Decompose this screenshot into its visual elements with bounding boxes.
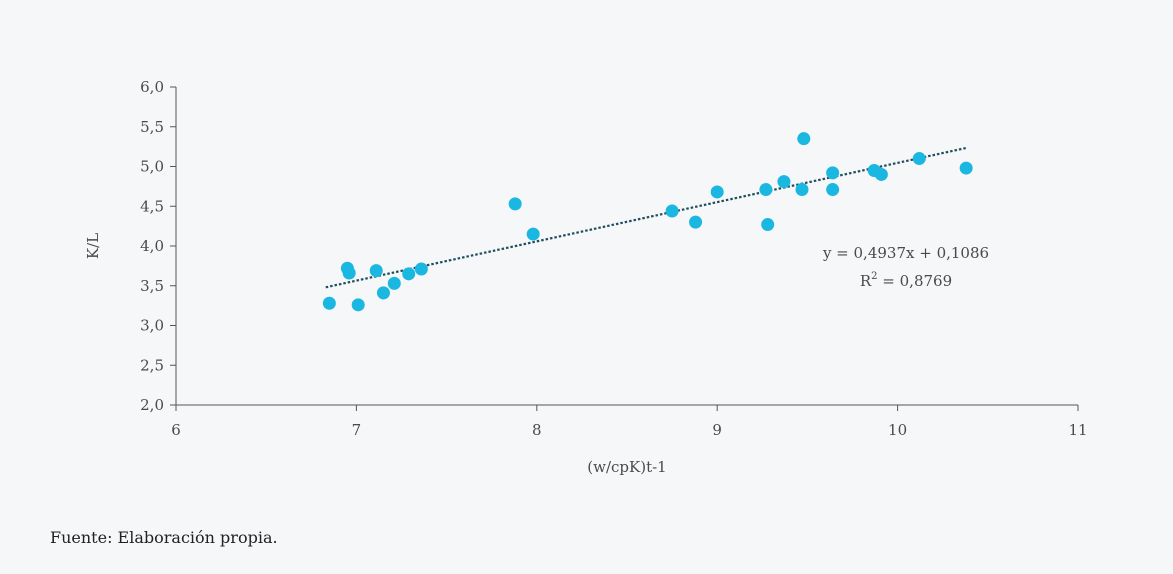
x-tick-label: 7: [352, 421, 362, 439]
y-tick-label: 5,5: [140, 118, 164, 136]
r-squared-value: = 0,8769: [878, 272, 953, 290]
data-point: [342, 266, 356, 280]
data-point: [402, 267, 416, 281]
trendline: [325, 146, 967, 289]
x-tick-label: 9: [712, 421, 722, 439]
data-point: [322, 296, 336, 310]
data-point: [777, 175, 791, 189]
data-point: [665, 204, 679, 218]
data-point: [826, 166, 840, 180]
r-squared-superscript: 2: [871, 271, 877, 282]
y-tick-label: 5,0: [140, 158, 164, 176]
x-tick-label: 11: [1068, 421, 1087, 439]
data-point: [526, 227, 540, 241]
axes: [170, 86, 1079, 411]
data-point: [351, 298, 365, 312]
data-point: [376, 286, 390, 300]
data-point: [797, 132, 811, 146]
y-axis-title: K/L: [84, 233, 102, 259]
y-tick-label: 4,0: [140, 237, 164, 255]
x-axis-title: (w/cpK)t-1: [587, 458, 666, 476]
trendline-equation: y = 0,4937x + 0,1086: [822, 244, 989, 262]
data-point: [369, 264, 383, 278]
trendline-group: [325, 146, 967, 289]
source-note: Fuente: Elaboración propia.: [50, 528, 278, 547]
y-tick-label: 3,5: [140, 277, 164, 295]
y-tick-label: 4,5: [140, 197, 164, 215]
data-point: [874, 167, 888, 181]
y-tick-label: 3,0: [140, 317, 164, 335]
tick-labels: 2,0 2,5 3,0 3,5 4,0 4,5 5,0 5,5 6,0 6 7 8 9 10 11: [140, 78, 1087, 439]
y-tick-label: 2,0: [140, 396, 164, 414]
data-point: [826, 183, 840, 197]
data-points: [322, 132, 973, 312]
x-tick-label: 8: [532, 421, 542, 439]
data-point: [759, 183, 773, 197]
data-point: [795, 183, 809, 197]
x-tick-label: 10: [888, 421, 907, 439]
data-point: [912, 152, 926, 166]
data-point: [387, 276, 401, 290]
y-tick-label: 6,0: [140, 78, 164, 96]
data-point: [710, 185, 724, 199]
data-point: [414, 262, 428, 276]
data-point: [959, 161, 973, 175]
data-point: [508, 197, 522, 211]
y-tick-label: 2,5: [140, 356, 164, 374]
r-squared-label: R2 = 0,8769: [860, 271, 952, 290]
data-point: [689, 215, 703, 229]
x-tick-label: 6: [171, 421, 181, 439]
data-point: [761, 218, 775, 232]
r-squared-prefix: R: [860, 272, 872, 290]
